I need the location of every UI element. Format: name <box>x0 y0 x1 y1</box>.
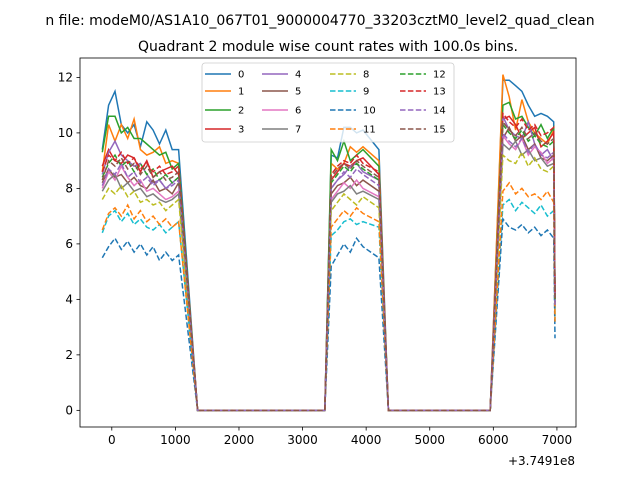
x-tick-label: 1000 <box>160 433 191 447</box>
y-tick-label: 2 <box>65 348 73 362</box>
y-tick-label: 10 <box>58 126 73 140</box>
y-tick-label: 8 <box>65 182 73 196</box>
figure-suptitle: n file: modeM0/AS1A10_067T01_9000004770_… <box>45 13 594 29</box>
x-tick-label: 6000 <box>478 433 509 447</box>
series-line-11 <box>101 181 556 412</box>
y-tick-label: 12 <box>58 71 73 85</box>
series-line-13 <box>101 111 556 412</box>
legend-label-10: 10 <box>363 106 376 117</box>
legend-label-1: 1 <box>238 87 244 98</box>
series-line-5 <box>101 125 556 412</box>
legend-label-5: 5 <box>295 87 301 98</box>
series-line-15 <box>101 119 556 412</box>
series-line-9 <box>101 198 556 412</box>
series-line-7 <box>101 139 556 412</box>
series-line-2 <box>101 101 556 412</box>
series-line-10 <box>101 216 556 412</box>
legend-label-6: 6 <box>295 106 301 117</box>
x-tick-label: 0 <box>108 433 116 447</box>
x-tick-label: 3000 <box>287 433 318 447</box>
legend-label-15: 15 <box>433 125 446 136</box>
x-tick-label: 4000 <box>351 433 382 447</box>
y-tick-label: 6 <box>65 237 73 251</box>
legend-label-11: 11 <box>363 125 376 136</box>
legend-label-3: 3 <box>238 125 244 136</box>
series-line-8 <box>101 150 556 412</box>
chart-title: Quadrant 2 module wise count rates with … <box>138 39 518 55</box>
y-tick-label: 4 <box>65 293 73 307</box>
legend-label-13: 13 <box>433 87 446 98</box>
y-tick-label: 0 <box>65 404 73 418</box>
x-tick-label: 2000 <box>224 433 255 447</box>
legend-label-0: 0 <box>238 70 244 81</box>
legend-label-4: 4 <box>295 70 301 81</box>
legend-box <box>201 62 455 143</box>
axes-frame <box>79 57 577 428</box>
x-tick-label: 5000 <box>414 433 445 447</box>
x-offset-label: +3.7491e8 <box>508 454 575 468</box>
legend-label-12: 12 <box>433 70 446 81</box>
x-tick-label: 7000 <box>542 433 573 447</box>
legend-label-9: 9 <box>363 87 369 98</box>
legend-label-14: 14 <box>433 106 446 117</box>
legend-label-2: 2 <box>238 106 244 117</box>
series-line-14 <box>101 130 556 412</box>
legend-label-7: 7 <box>295 125 301 136</box>
plot-area <box>101 74 556 412</box>
legend-label-8: 8 <box>363 70 369 81</box>
